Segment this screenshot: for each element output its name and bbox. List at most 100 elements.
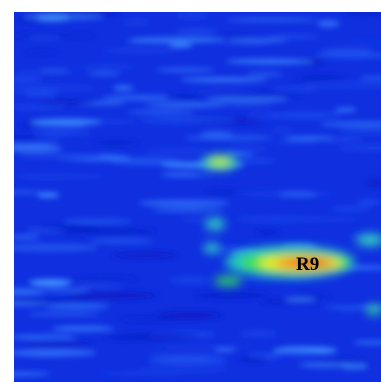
streak xyxy=(102,48,178,53)
streak xyxy=(175,28,218,34)
streak xyxy=(144,102,228,108)
streak xyxy=(37,192,60,198)
streak xyxy=(44,303,110,310)
streak xyxy=(330,41,381,45)
streak xyxy=(16,153,103,160)
streak xyxy=(155,345,253,349)
heatmap-background xyxy=(14,12,381,382)
streak xyxy=(337,144,381,152)
streak xyxy=(77,63,136,71)
streak xyxy=(14,144,62,153)
streak xyxy=(226,18,318,22)
streak xyxy=(30,118,102,126)
streak xyxy=(14,371,51,377)
streak xyxy=(31,128,93,136)
streak xyxy=(268,34,321,39)
streak xyxy=(336,305,363,311)
streak xyxy=(14,297,98,303)
streak xyxy=(22,175,74,180)
streak xyxy=(271,86,320,93)
streak xyxy=(24,91,57,97)
streak xyxy=(14,134,38,141)
streak xyxy=(39,68,69,73)
streak xyxy=(57,228,158,234)
streak xyxy=(35,14,70,22)
streak xyxy=(317,19,340,28)
streak xyxy=(314,52,381,59)
streak xyxy=(109,157,183,166)
streak xyxy=(139,116,236,124)
streak xyxy=(180,217,211,222)
streak xyxy=(226,152,254,157)
streak xyxy=(256,228,280,236)
streak xyxy=(33,140,61,145)
streak xyxy=(235,215,312,223)
streak xyxy=(283,136,335,141)
streak xyxy=(24,50,60,55)
streak xyxy=(168,42,193,48)
streak xyxy=(122,41,176,45)
streak xyxy=(184,134,274,141)
streak xyxy=(41,288,90,292)
streak xyxy=(162,173,213,177)
noise-streaks xyxy=(14,12,381,377)
streak xyxy=(29,278,72,287)
streak xyxy=(284,297,316,303)
streak xyxy=(22,341,95,348)
streak xyxy=(225,145,270,153)
streak xyxy=(297,75,345,81)
streak xyxy=(14,190,43,194)
streak xyxy=(298,362,352,368)
streak xyxy=(148,357,228,365)
streak xyxy=(113,84,134,92)
streak xyxy=(14,243,99,252)
streak xyxy=(320,48,374,53)
streak xyxy=(339,129,381,135)
streak xyxy=(238,356,266,363)
streak xyxy=(169,276,211,285)
streak xyxy=(145,147,209,156)
streak xyxy=(274,140,319,144)
streak xyxy=(112,252,179,259)
streak xyxy=(67,276,139,282)
streak xyxy=(93,140,139,145)
streak xyxy=(102,95,181,101)
streak xyxy=(334,107,357,112)
streak xyxy=(14,349,97,357)
streak xyxy=(155,67,215,73)
streak xyxy=(204,190,239,194)
streak xyxy=(227,38,288,43)
streak xyxy=(216,104,273,109)
streak xyxy=(103,335,184,340)
streak xyxy=(246,71,283,78)
streak xyxy=(205,91,304,98)
streak xyxy=(138,199,230,207)
streak xyxy=(99,370,185,377)
streak xyxy=(87,71,120,76)
streak xyxy=(151,208,226,212)
streak xyxy=(127,110,195,114)
streak xyxy=(342,12,381,15)
streak xyxy=(271,127,294,134)
streak xyxy=(69,291,159,300)
streak xyxy=(119,317,180,321)
streak xyxy=(164,94,203,100)
streak xyxy=(302,81,381,89)
streak xyxy=(14,75,43,84)
streak xyxy=(214,347,236,353)
streak xyxy=(36,224,100,230)
streak xyxy=(32,332,71,338)
streak xyxy=(353,340,381,345)
streak xyxy=(268,111,342,120)
streak xyxy=(238,190,335,198)
streak xyxy=(14,104,65,110)
heatmap xyxy=(14,12,381,382)
streak xyxy=(180,77,268,83)
streak xyxy=(147,353,221,358)
streak xyxy=(225,58,315,65)
streak xyxy=(63,219,133,224)
streak xyxy=(123,18,149,26)
streak xyxy=(157,311,224,320)
